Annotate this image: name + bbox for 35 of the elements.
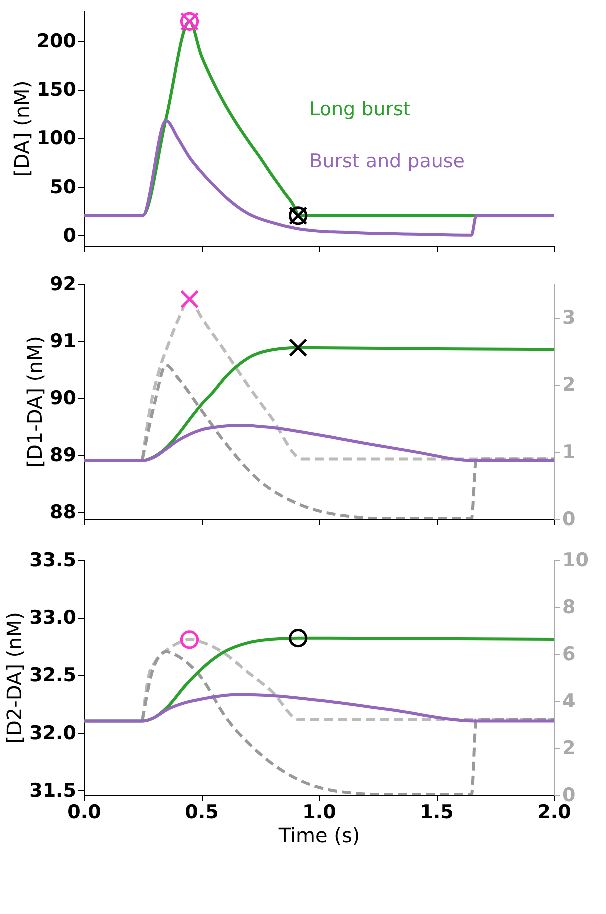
y2-tick-label: 2 (562, 738, 576, 760)
text: Burst and pause (310, 150, 466, 172)
y-tick-label: 91 (50, 330, 76, 353)
x-tick-label: 0.0 (68, 802, 102, 824)
y-axis-title: [DA] (nM) (10, 80, 34, 178)
y-tick-label: 100 (36, 128, 76, 150)
y2-tick-label: 0 (562, 508, 576, 530)
y2-tick-label: 3 (562, 307, 576, 330)
y-tick-label: 33.5 (30, 550, 76, 572)
y2-tick-label: 8 (562, 596, 576, 618)
y-tick-label: 50 (50, 176, 76, 198)
y-tick-label: 150 (36, 79, 76, 102)
y-tick-label: 32.0 (30, 722, 76, 744)
y2-tick-label: 2 (562, 374, 576, 396)
y2-tick-label: 6 (562, 644, 576, 666)
y-tick-label: 32.5 (30, 664, 76, 687)
x-tick-label: 1.5 (420, 802, 454, 824)
y-tick-label: 31.5 (30, 780, 76, 802)
y-tick-label: 33.0 (30, 607, 76, 630)
y-tick-label: 89 (50, 444, 76, 467)
x-tick-label: 2.0 (538, 802, 572, 824)
y2-tick-label: 4 (562, 690, 576, 712)
y-tick-label: 88 (50, 502, 76, 524)
y2-tick-label: 10 (562, 550, 589, 572)
x-axis-title: Time (s) (278, 824, 360, 848)
text: Long burst (310, 98, 411, 121)
y-tick-label: 90 (50, 388, 76, 410)
y-tick-label: 200 (36, 30, 76, 53)
x-tick-label: 0.5 (185, 802, 219, 824)
y2-tick-label: 1 (562, 441, 576, 464)
y-tick-label: 0 (63, 224, 76, 247)
y-axis-title: [D2-DA] (nM) (2, 612, 27, 744)
y-tick-label: 92 (50, 274, 76, 296)
y-axis-title: [D1-DA] (nM) (23, 336, 48, 468)
x-tick-label: 1.0 (302, 802, 336, 824)
